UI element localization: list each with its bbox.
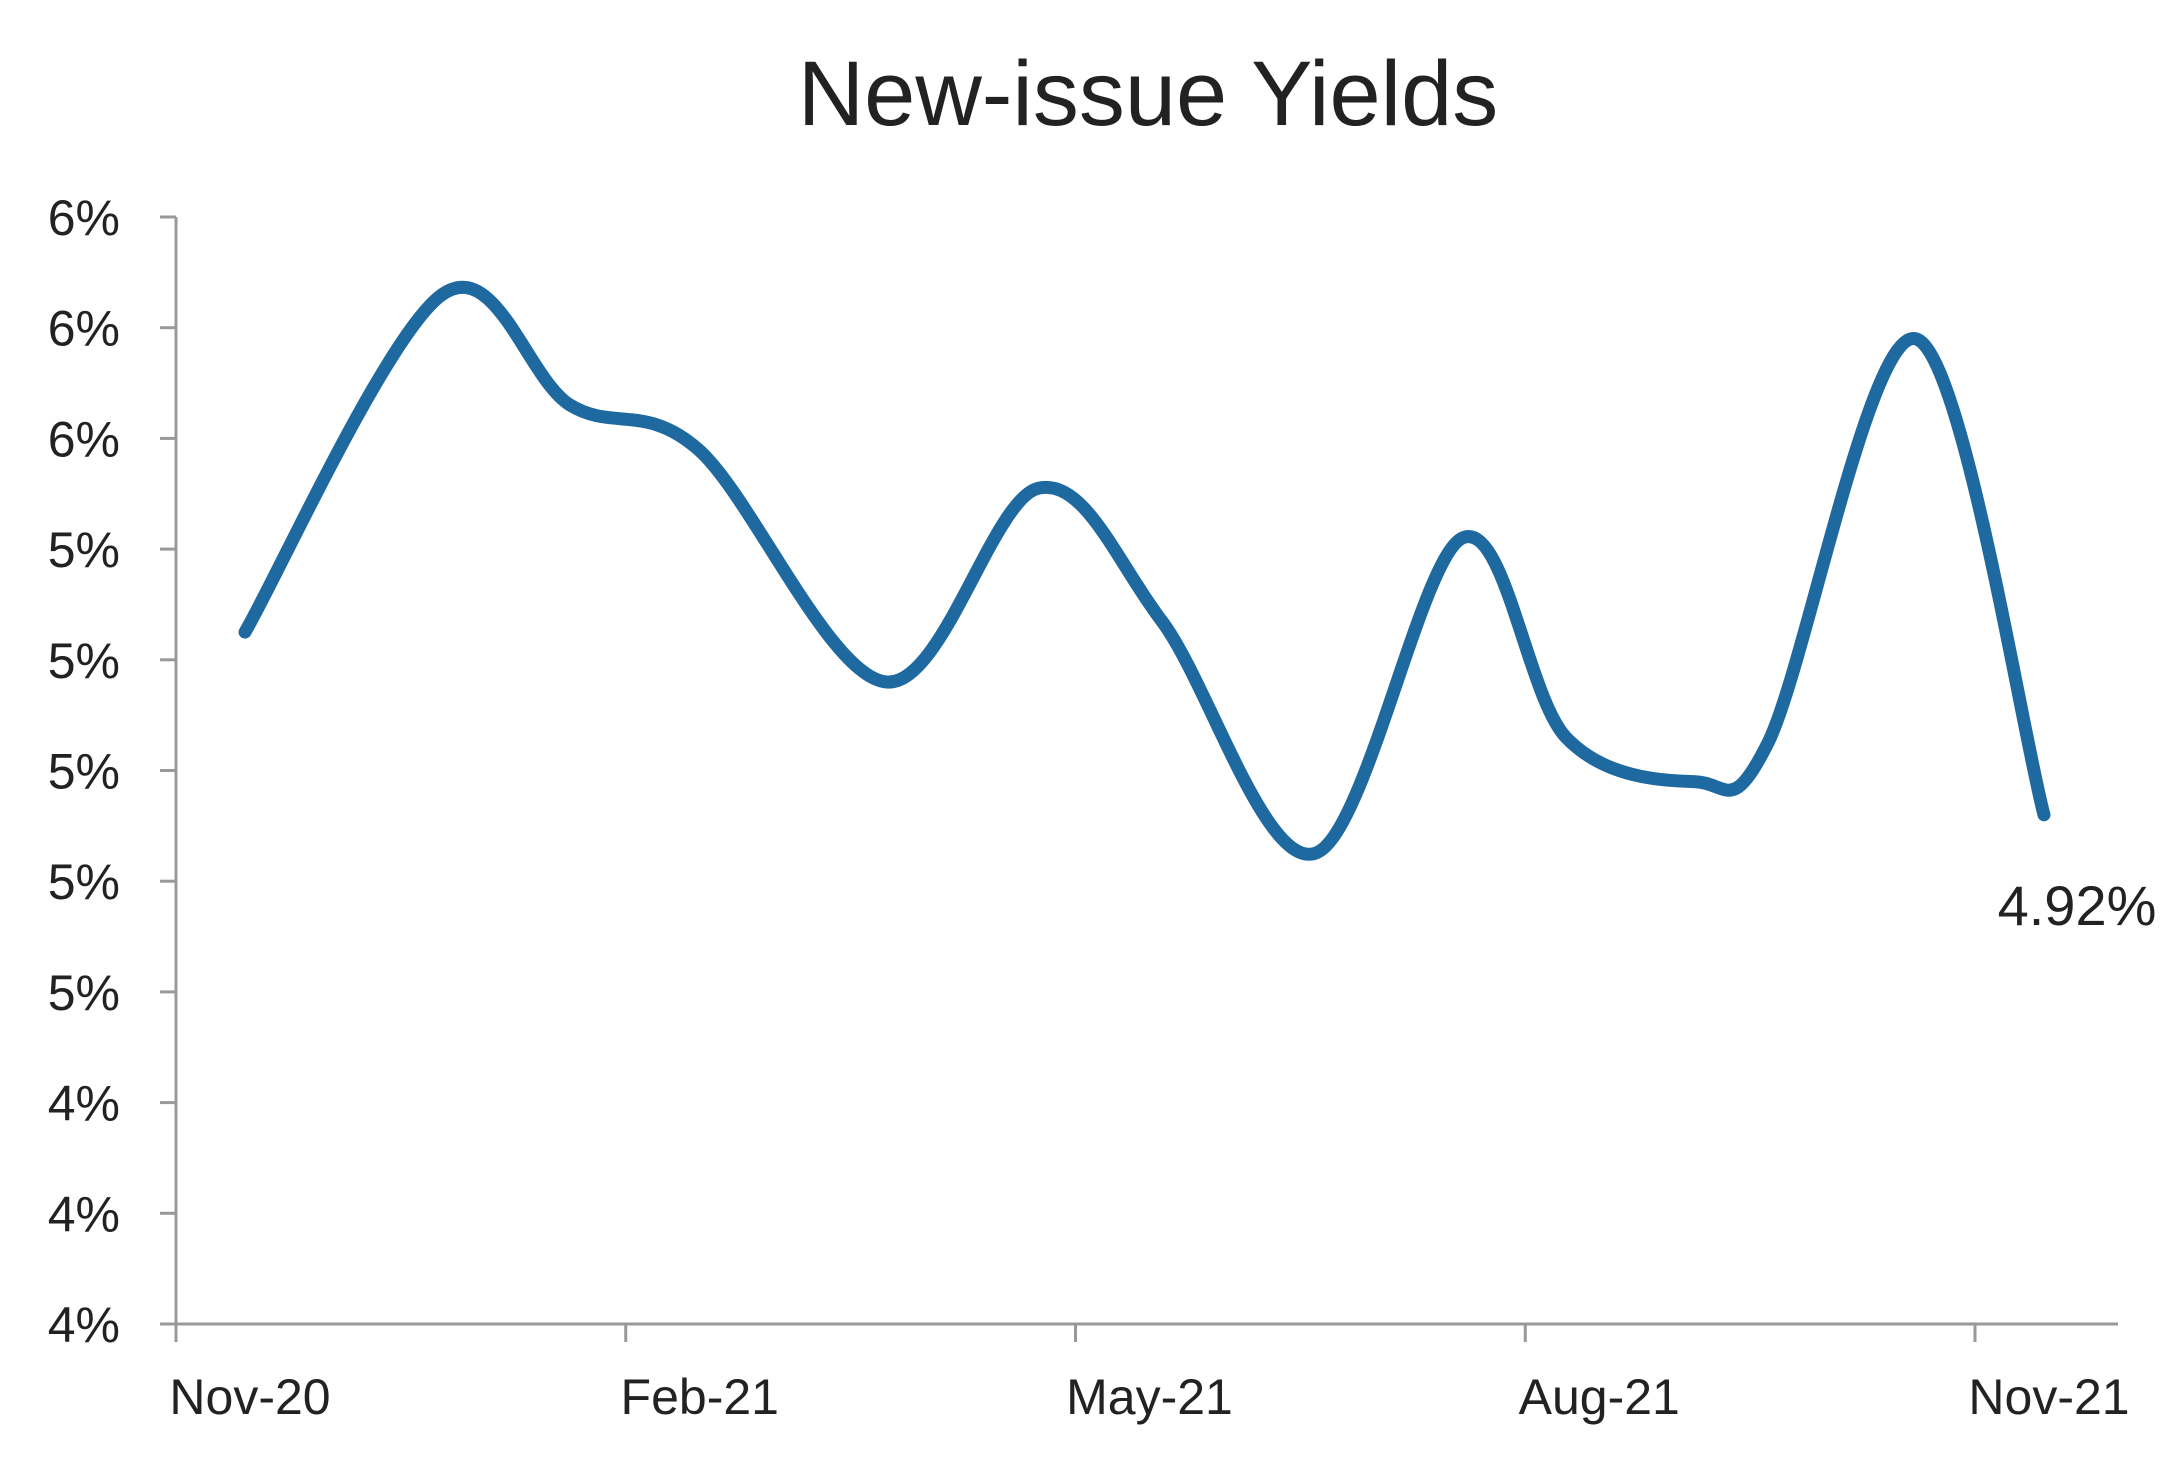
axes bbox=[176, 217, 2118, 1324]
chart-title: New-issue Yields bbox=[798, 43, 1499, 145]
x-tick-label: May-21 bbox=[1066, 1369, 1233, 1425]
x-tick-label: Nov-21 bbox=[1968, 1369, 2129, 1425]
x-tick-label: Aug-21 bbox=[1519, 1369, 1680, 1425]
x-axis: Nov-20 Feb-21 May-21 Aug-21 Nov-21 bbox=[169, 1324, 2129, 1425]
y-tick-label: 5% bbox=[48, 633, 120, 689]
data-label: 4.92% bbox=[1998, 874, 2157, 937]
y-tick-label: 5% bbox=[48, 854, 120, 910]
x-tick-label: Feb-21 bbox=[621, 1369, 779, 1425]
annotation-layer: 4.92% bbox=[1998, 874, 2157, 937]
series-line bbox=[245, 287, 2044, 854]
y-tick-label: 6% bbox=[48, 190, 120, 246]
y-tick-label: 4% bbox=[48, 1076, 120, 1132]
y-tick-label: 5% bbox=[48, 744, 120, 800]
y-axis: 6% 6% 6% 5% 5% 5% 5% 5% 4% 4% 4% bbox=[48, 190, 176, 1353]
y-tick-label: 4% bbox=[48, 1297, 120, 1353]
y-tick-label: 5% bbox=[48, 965, 120, 1021]
series-layer bbox=[244, 287, 2045, 854]
y-tick-label: 6% bbox=[48, 301, 120, 357]
y-tick-label: 6% bbox=[48, 411, 120, 467]
y-tick-label: 4% bbox=[48, 1186, 120, 1242]
x-tick-label: Nov-20 bbox=[169, 1369, 330, 1425]
y-tick-label: 5% bbox=[48, 522, 120, 578]
